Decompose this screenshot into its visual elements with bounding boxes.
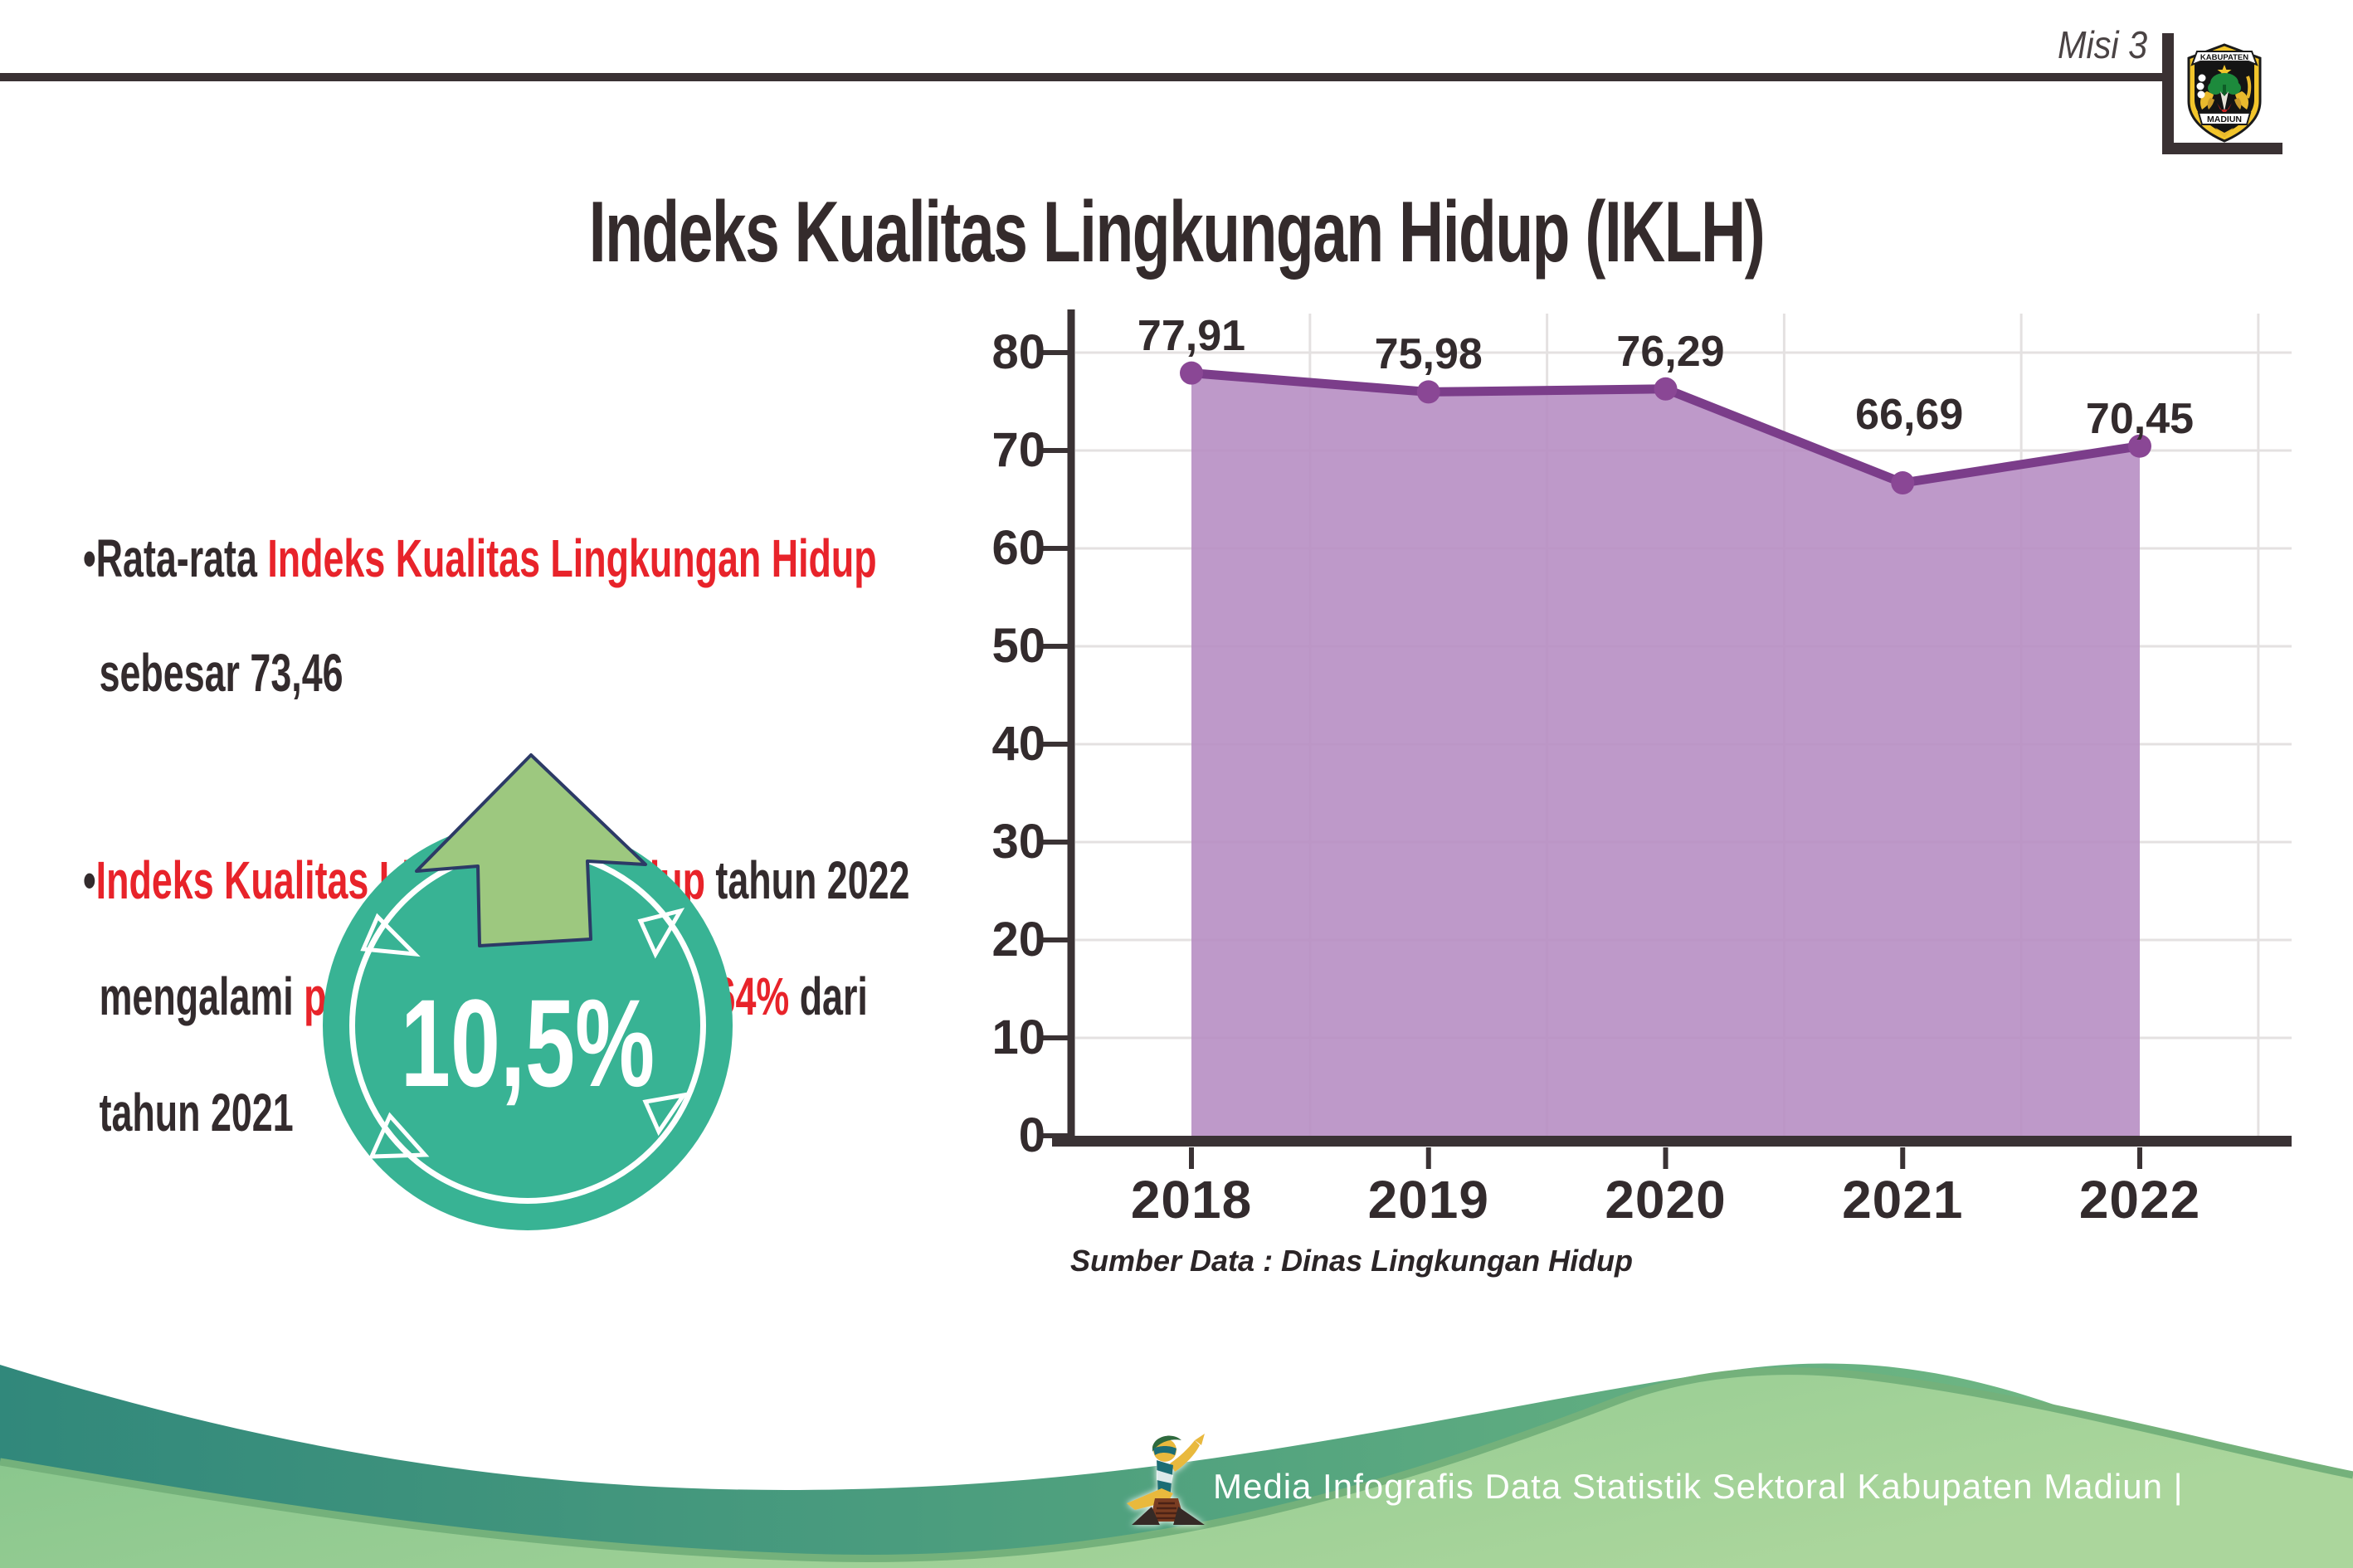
bullet-2-dark-text: tahun 2022 [704,850,910,910]
svg-text:KABUPATEN: KABUPATEN [2200,53,2248,62]
page-title: Indeks Kualitas Lingkungan Hidup (IKLH) [588,183,1766,280]
source-note: Sumber Data : Dinas Lingkungan Hidup [1070,1244,1634,1278]
y-tick-label: 60 [991,521,1045,575]
x-category-label: 2021 [1842,1170,1964,1230]
x-category-label: 2020 [1605,1170,1727,1230]
logo-frame-horizontal [2162,143,2282,154]
bullet-1-line-1: •Rata-rata Indeks Kualitas Lingkungan Hi… [83,528,877,588]
kabupaten-madiun-emblem-icon: KABUPATEN MADIUN [2187,43,2262,143]
y-tick-label: 30 [991,815,1045,869]
bullet-1-dark-text: •Rata-rata [83,528,268,588]
logo-frame-vertical [2162,33,2174,153]
header-rule [0,73,2165,81]
data-label: 70,45 [2085,394,2195,443]
bullet-2-d1: mengalami [99,967,304,1026]
y-tick-label: 0 [1018,1108,1045,1162]
bullet-1-line-2: sebesar 73,46 [83,643,343,703]
y-tick-label: 80 [991,325,1045,379]
y-tick-label: 40 [991,717,1045,771]
bullet-2-d3: dari [789,967,868,1026]
bullet-2-line-3: tahun 2021 [83,1083,294,1142]
y-tick-label: 70 [991,423,1045,477]
data-label: 75,98 [1374,330,1483,379]
misi-label: Misi 3 [2057,23,2147,66]
data-label: 76,29 [1616,327,1725,376]
bullet-1-red-text: Indeks Kualitas Lingkungan Hidup [267,528,877,588]
mascot-icon [1127,1434,1205,1525]
x-category-label: 2019 [1367,1170,1489,1230]
y-tick-label: 10 [991,1010,1045,1064]
footer-caption: Media Infografis Data Statistik Sektoral… [1213,1467,2184,1506]
bullet-2-bullet-char: • [83,850,96,910]
data-label: 77,91 [1137,311,1246,360]
y-tick-label: 50 [991,619,1045,673]
x-category-label: 2022 [2078,1170,2201,1230]
bullet-2-line-3-text: tahun 2021 [99,1083,294,1142]
x-category-label: 2018 [1130,1170,1253,1230]
data-label: 66,69 [1855,391,1964,440]
y-tick-label: 20 [991,913,1045,967]
svg-text:MADIUN: MADIUN [2207,114,2242,124]
bullet-1-line-2-text: sebesar 73,46 [99,643,343,703]
increase-percentage: 10,5% [400,973,655,1113]
